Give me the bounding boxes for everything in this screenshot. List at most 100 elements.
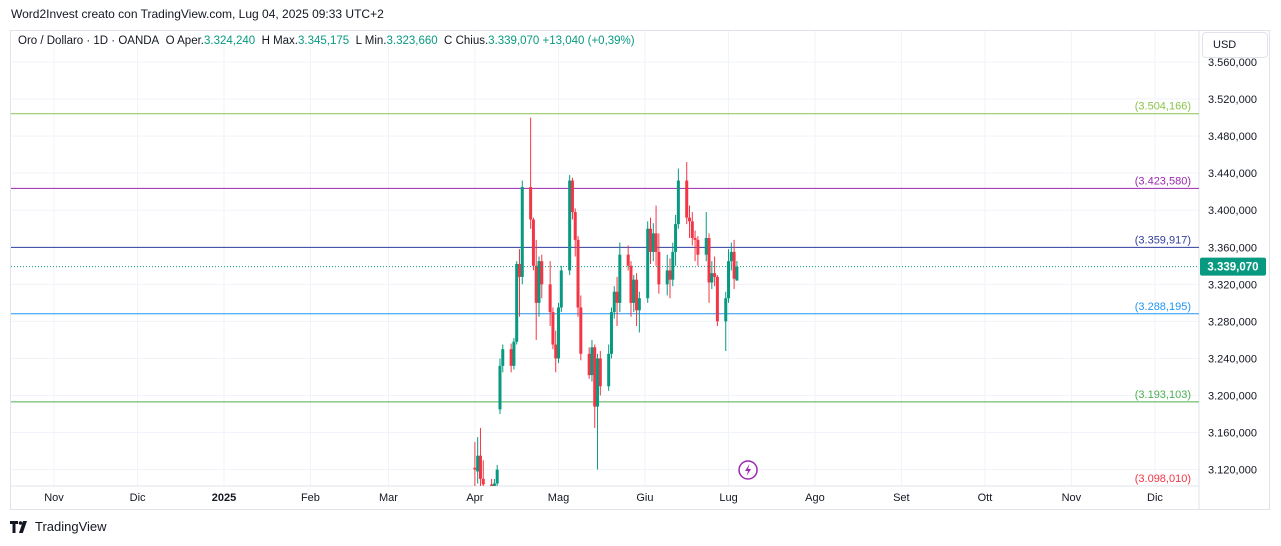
candle-body[interactable] bbox=[515, 263, 519, 342]
candle-body[interactable] bbox=[651, 233, 655, 252]
candle-body[interactable] bbox=[478, 455, 482, 479]
candle-body[interactable] bbox=[612, 291, 616, 313]
candle-body[interactable] bbox=[473, 467, 477, 470]
candle-body[interactable] bbox=[724, 298, 728, 322]
candle-body[interactable] bbox=[615, 291, 619, 303]
y-tick-label: 3.240,000 bbox=[1208, 353, 1257, 365]
candle-body[interactable] bbox=[557, 307, 561, 359]
level-label: (3.193,103) bbox=[1135, 389, 1191, 401]
candle-body[interactable] bbox=[735, 266, 739, 281]
candle-body[interactable] bbox=[704, 238, 708, 255]
candle-body[interactable] bbox=[517, 263, 521, 277]
candle-body[interactable] bbox=[537, 261, 541, 303]
candle-body[interactable] bbox=[490, 484, 494, 487]
legend-close-label: C bbox=[444, 35, 453, 47]
candle-body[interactable] bbox=[607, 353, 611, 387]
y-tick-label: 3.200,000 bbox=[1208, 390, 1257, 402]
candle-body[interactable] bbox=[548, 284, 552, 313]
candle-body[interactable] bbox=[713, 273, 717, 277]
y-tick-label: 3.560,000 bbox=[1208, 57, 1257, 69]
y-tick-label: 3.320,000 bbox=[1208, 279, 1257, 291]
candle-body[interactable] bbox=[570, 180, 574, 213]
candle-body[interactable] bbox=[648, 228, 652, 252]
candle-body[interactable] bbox=[657, 251, 661, 285]
x-tick-label: Apr bbox=[466, 492, 483, 504]
candle-body[interactable] bbox=[501, 349, 505, 366]
currency-button[interactable]: USD bbox=[1202, 32, 1268, 58]
x-tick-label: Mar bbox=[379, 492, 398, 504]
candle-body[interactable] bbox=[596, 358, 600, 407]
x-tick-label: Dic bbox=[130, 492, 146, 504]
candle-body[interactable] bbox=[559, 270, 563, 308]
candle-body[interactable] bbox=[529, 187, 533, 220]
candle-body[interactable] bbox=[727, 261, 731, 299]
candle-body[interactable] bbox=[509, 349, 513, 366]
candle-body[interactable] bbox=[646, 228, 650, 299]
candle-body[interactable] bbox=[710, 273, 714, 283]
candle-body[interactable] bbox=[715, 276, 719, 322]
candle-body[interactable] bbox=[693, 238, 697, 240]
candle-body[interactable] bbox=[609, 312, 613, 354]
level-label: (3.359,917) bbox=[1135, 234, 1191, 246]
candle-body[interactable] bbox=[690, 221, 694, 239]
ohlc-legend: Oro / Dollaro · 1D · OANDA O Aper.3.324,… bbox=[18, 35, 635, 47]
x-tick-label: Set bbox=[893, 492, 910, 504]
candle-body[interactable] bbox=[732, 251, 736, 279]
level-label: (3.504,166) bbox=[1135, 101, 1191, 113]
legend-change: +13,040 (+0,39%) bbox=[542, 35, 635, 47]
y-tick-label: 3.360,000 bbox=[1208, 242, 1257, 254]
candle-body[interactable] bbox=[481, 478, 485, 485]
candle-body[interactable] bbox=[531, 219, 535, 266]
candle-body[interactable] bbox=[498, 365, 502, 410]
legend-close-prefix: Chius. bbox=[455, 35, 489, 47]
candle-body[interactable] bbox=[540, 261, 544, 285]
candle-body[interactable] bbox=[632, 279, 636, 303]
footer-brand-label: TradingView bbox=[35, 519, 107, 534]
x-tick-label: Ago bbox=[805, 492, 825, 504]
y-tick-label: 3.480,000 bbox=[1208, 131, 1257, 143]
legend-low-label: L bbox=[355, 35, 362, 47]
candle-body[interactable] bbox=[637, 298, 641, 311]
candle-body[interactable] bbox=[618, 254, 622, 303]
y-tick-label: 3.280,000 bbox=[1208, 316, 1257, 328]
candle-body[interactable] bbox=[696, 239, 700, 255]
y-tick-label: 3.440,000 bbox=[1208, 168, 1257, 180]
candle-body[interactable] bbox=[573, 212, 577, 240]
footer-brand[interactable]: TradingView bbox=[10, 519, 107, 534]
candle-body[interactable] bbox=[668, 270, 672, 280]
candle-body[interactable] bbox=[534, 265, 538, 303]
candle-body[interactable] bbox=[593, 347, 597, 407]
candle-body[interactable] bbox=[512, 341, 516, 366]
candle-body[interactable] bbox=[492, 483, 496, 488]
candle-body[interactable] bbox=[520, 187, 524, 277]
legend-symbol[interactable]: Oro / Dollaro · 1D · OANDA bbox=[18, 35, 160, 47]
candle-body[interactable] bbox=[676, 180, 680, 225]
candle-body[interactable] bbox=[674, 224, 678, 252]
candle-body[interactable] bbox=[568, 180, 572, 271]
candle-body[interactable] bbox=[587, 353, 591, 376]
candle-body[interactable] bbox=[579, 307, 583, 354]
candle-body[interactable] bbox=[707, 238, 711, 283]
candle-body[interactable] bbox=[554, 344, 558, 359]
candle-body[interactable] bbox=[495, 469, 499, 484]
candle-body[interactable] bbox=[685, 180, 689, 218]
candle-body[interactable] bbox=[576, 239, 580, 308]
y-tick-label: 3.120,000 bbox=[1208, 465, 1257, 477]
candle-body[interactable] bbox=[629, 265, 633, 303]
candle-body[interactable] bbox=[626, 254, 630, 266]
candle-body[interactable] bbox=[598, 358, 602, 387]
candle-body[interactable] bbox=[729, 251, 733, 262]
candle-body[interactable] bbox=[671, 251, 675, 280]
legend-open-value: 3.324,240 bbox=[204, 35, 256, 47]
candle-body[interactable] bbox=[688, 217, 692, 222]
candle-body[interactable] bbox=[590, 347, 594, 376]
level-label: (3.423,580) bbox=[1135, 175, 1191, 187]
candle-body[interactable] bbox=[665, 270, 669, 285]
candle-body[interactable] bbox=[476, 455, 480, 472]
candle-body[interactable] bbox=[635, 279, 639, 311]
chart-frame[interactable] bbox=[10, 30, 1270, 510]
candle-body[interactable] bbox=[654, 233, 658, 252]
legend-high-label: H bbox=[261, 35, 270, 47]
candle-body[interactable] bbox=[551, 312, 555, 345]
